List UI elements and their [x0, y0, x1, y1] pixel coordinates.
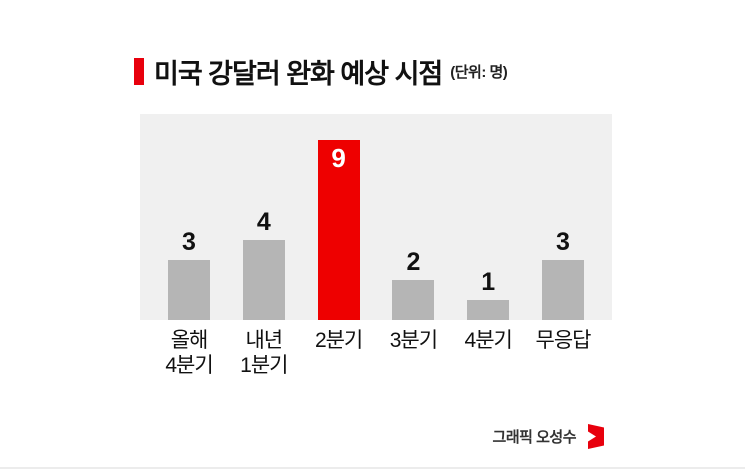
bar-column-3: 9 — [317, 140, 360, 320]
bar — [541, 260, 584, 320]
category-cell: 4분기 — [464, 328, 513, 378]
category-label: 3분기 — [389, 329, 438, 352]
value-label: 3 — [556, 228, 570, 256]
category-label: 4분기 — [464, 329, 513, 352]
bar — [392, 280, 435, 320]
chart-plot-area: 3 4 9 2 1 3 — [140, 114, 612, 320]
bar-column-6: 3 — [541, 228, 584, 320]
credit-text: 그래픽 오성수 — [492, 429, 577, 446]
category-cell: 3분기 — [389, 328, 438, 378]
highlighted-bar: 9 — [317, 140, 360, 320]
value-label: 1 — [481, 268, 496, 296]
category-cell: 2분기 — [314, 328, 363, 378]
bar-column-5: 1 — [467, 268, 510, 320]
category-label: 내년 1분기 — [240, 329, 288, 378]
credit-footer: 그래픽 오성수 — [493, 423, 607, 450]
category-label: 2분기 — [314, 329, 363, 352]
category-axis: 올해 4분기 내년 1분기 2분기 3분기 4분기 무응답 — [140, 328, 612, 378]
bar — [242, 240, 285, 320]
category-label: 올해 4분기 — [165, 329, 213, 378]
bottom-divider — [0, 467, 745, 469]
category-cell: 올해 4분기 — [165, 328, 213, 378]
value-label: 4 — [256, 208, 271, 236]
category-cell: 무응답 — [536, 328, 592, 378]
bar-column-4: 2 — [392, 248, 435, 320]
bar — [467, 300, 510, 320]
value-label: 2 — [406, 248, 421, 276]
category-cell: 내년 1분기 — [240, 328, 288, 378]
title-marker-icon — [134, 58, 144, 85]
value-label: 9 — [331, 143, 346, 173]
chart-title: 미국 강달러 완화 예상 시점 — [154, 59, 443, 89]
bar — [168, 260, 210, 320]
value-label: 3 — [182, 228, 196, 256]
category-label: 무응답 — [535, 329, 592, 352]
bar-column-2: 4 — [242, 208, 285, 320]
bar-column-1: 3 — [168, 230, 210, 320]
chart-header: 미국 강달러 완화 예상 시점 (단위: 명) — [134, 52, 508, 91]
unit-label: (단위: 명) — [450, 64, 508, 81]
publisher-logo-icon — [588, 424, 604, 449]
